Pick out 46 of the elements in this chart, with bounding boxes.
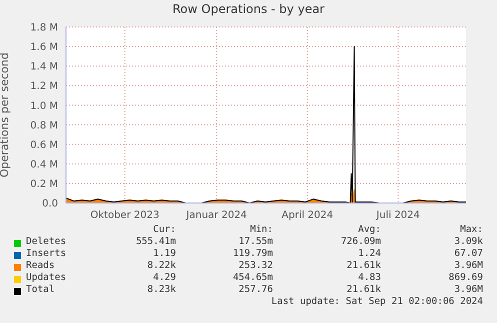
y-tick-label: 1.6 M: [30, 42, 58, 54]
text: 21.61k: [346, 260, 381, 271]
text: Avg:: [358, 224, 381, 235]
y-axis-title: Operations per second: [0, 52, 11, 178]
text: 17.55m: [238, 236, 273, 247]
text: 726.09m: [340, 236, 381, 247]
legend-label: Inserts: [26, 248, 66, 259]
text: 3.96M: [454, 260, 483, 271]
text: 257.76: [238, 284, 273, 295]
text: Max:: [460, 224, 483, 235]
text: 869.69: [448, 272, 483, 283]
y-tick-label: 0.4 M: [30, 159, 58, 170]
text: 1.19: [153, 248, 176, 259]
legend-label: Deletes: [26, 236, 66, 247]
legend-label: Updates: [26, 272, 66, 283]
text: 253.32: [238, 260, 273, 271]
legend-label: Reads: [26, 260, 55, 271]
text: Cur:: [153, 224, 176, 235]
text: 21.61k: [346, 284, 381, 295]
y-tick-label: 1.4 M: [30, 62, 58, 73]
text: 8.23k: [147, 284, 176, 295]
x-tick-label: Juli 2024: [375, 210, 420, 222]
text: 4.29: [153, 272, 176, 283]
chart-title: Row Operations - by year: [171, 2, 326, 16]
y-tick-label: 0.8 M: [30, 120, 58, 132]
text: 119.79m: [232, 248, 273, 259]
y-tick-label: 0.0: [42, 198, 58, 210]
text: 3.09k: [454, 236, 483, 247]
x-tick-label: Oktober 2023: [90, 210, 160, 222]
text: 4.83: [358, 272, 381, 283]
text: 8.22k: [147, 260, 176, 271]
text: 3.96M: [454, 284, 483, 295]
text: Last update: Sat Sep 21 02:00:06 2024: [271, 296, 483, 307]
text: 67.07: [454, 248, 483, 259]
text: 454.65m: [232, 272, 273, 283]
y-tick-label: 0.6 M: [30, 140, 58, 151]
text: 555.41m: [136, 236, 176, 247]
y-tick-label: 1.0 M: [30, 100, 58, 112]
y-tick-label: 0.2 M: [30, 178, 58, 190]
x-tick-label: Januar 2024: [185, 210, 247, 222]
text: Min:: [250, 224, 273, 235]
y-tick-label: 1.8 M: [30, 22, 58, 34]
legend-label: Total: [26, 284, 55, 295]
y-tick-label: 1.2 M: [30, 81, 58, 92]
text: 1.24: [358, 248, 381, 259]
x-tick-label: April 2024: [282, 210, 334, 222]
